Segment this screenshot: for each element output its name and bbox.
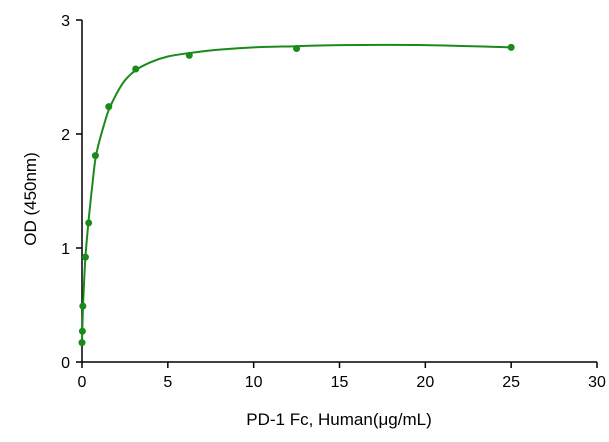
x-tick-label: 30 bbox=[588, 374, 606, 391]
data-points bbox=[78, 43, 515, 347]
x-tick-label: 15 bbox=[331, 374, 349, 391]
data-point bbox=[293, 45, 301, 52]
data-point bbox=[78, 327, 86, 335]
data-point bbox=[79, 302, 87, 310]
y-tick-label: 3 bbox=[61, 13, 70, 30]
data-point bbox=[507, 43, 515, 51]
fit-curve-layer bbox=[81, 43, 512, 343]
x-tick-label: 20 bbox=[416, 374, 434, 391]
data-point bbox=[132, 65, 140, 73]
y-axis-title: OD (450nm) bbox=[21, 152, 40, 246]
x-tick-label: 5 bbox=[163, 374, 172, 391]
x-tick-label: 10 bbox=[245, 374, 263, 391]
data-point bbox=[81, 253, 89, 261]
y-tick-label: 0 bbox=[61, 355, 70, 372]
x-tick-label: 25 bbox=[502, 374, 520, 391]
x-axis-title: PD-1 Fc, Human(μg/mL) bbox=[246, 410, 432, 429]
axes bbox=[81, 20, 597, 363]
fit-curve-line bbox=[81, 43, 512, 343]
data-point bbox=[105, 103, 113, 111]
ticks: 0 5 10 15 20 25 30 0 1 2 3 bbox=[61, 13, 606, 391]
data-point bbox=[78, 339, 86, 347]
y-tick-label: 2 bbox=[61, 127, 70, 144]
data-point bbox=[185, 51, 193, 59]
y-tick-label: 1 bbox=[61, 241, 70, 258]
data-point bbox=[91, 152, 99, 160]
x-tick-label: 0 bbox=[78, 374, 87, 391]
data-point bbox=[85, 219, 93, 227]
